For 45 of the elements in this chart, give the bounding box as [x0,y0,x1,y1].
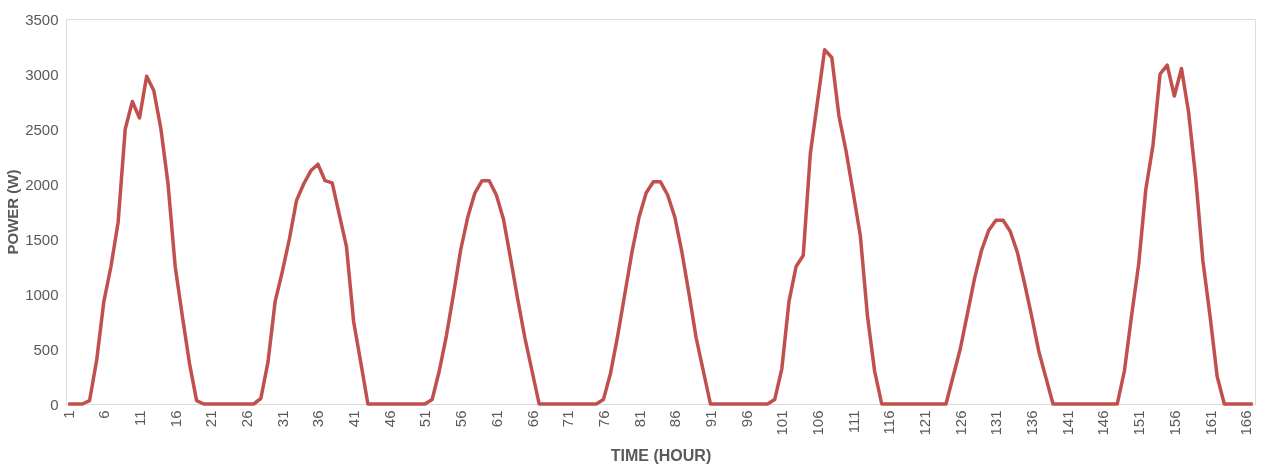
x-tick-label: 11 [131,410,149,427]
x-tick-label: 26 [238,410,256,428]
x-tick-label: 46 [380,410,398,428]
x-tick-label: 51 [416,410,434,428]
x-tick-label: 71 [559,410,577,428]
x-tick-label: 141 [1058,410,1076,436]
x-tick-label: 66 [523,410,541,428]
x-tick-label: 121 [916,410,934,436]
x-tick-label: 106 [809,410,827,436]
y-tick-label: 500 [33,340,59,358]
x-tick-label: 36 [309,410,327,428]
x-tick-label: 156 [1165,410,1183,436]
x-tick-label: 6 [95,410,113,419]
y-tick-label: 3000 [25,65,59,83]
x-tick-label: 86 [666,410,684,428]
y-tick-label: 0 [50,395,59,413]
x-tick-label: 76 [594,410,612,428]
x-tick-label: 61 [487,410,505,428]
y-tick-label: 3500 [25,10,59,28]
y-tick-label: 1000 [25,285,59,303]
x-tick-label: 126 [951,410,969,436]
x-tick-label: 101 [773,410,791,436]
x-axis-title: TIME (HOUR) [610,446,712,464]
x-tick-label: 16 [166,410,184,428]
line-series [66,48,1255,406]
x-tick-label: 81 [630,410,648,428]
x-tick-label: 91 [701,410,719,428]
x-tick-label: 136 [1023,410,1041,436]
y-tick-label: 2500 [25,120,59,138]
y-axis-title: POWER (W) [4,169,22,255]
x-tick-label: 41 [345,410,363,428]
y-tick-label: 1500 [25,230,59,248]
x-tick-label: 21 [202,410,220,428]
x-tick-label: 111 [844,410,862,434]
x-tick-label: 166 [1237,410,1255,436]
x-tick-label: 146 [1094,410,1112,436]
x-tick-label: 161 [1201,410,1219,436]
x-tick-label: 96 [737,410,755,428]
x-tick-label: 116 [880,410,898,435]
y-tick-label: 2000 [25,175,59,193]
x-tick-label: 56 [452,410,470,428]
x-tick-label: 151 [1130,410,1148,436]
x-tick-label: 131 [987,410,1005,436]
x-tick-label: 31 [273,410,291,428]
x-tick-label: 1 [59,410,77,419]
